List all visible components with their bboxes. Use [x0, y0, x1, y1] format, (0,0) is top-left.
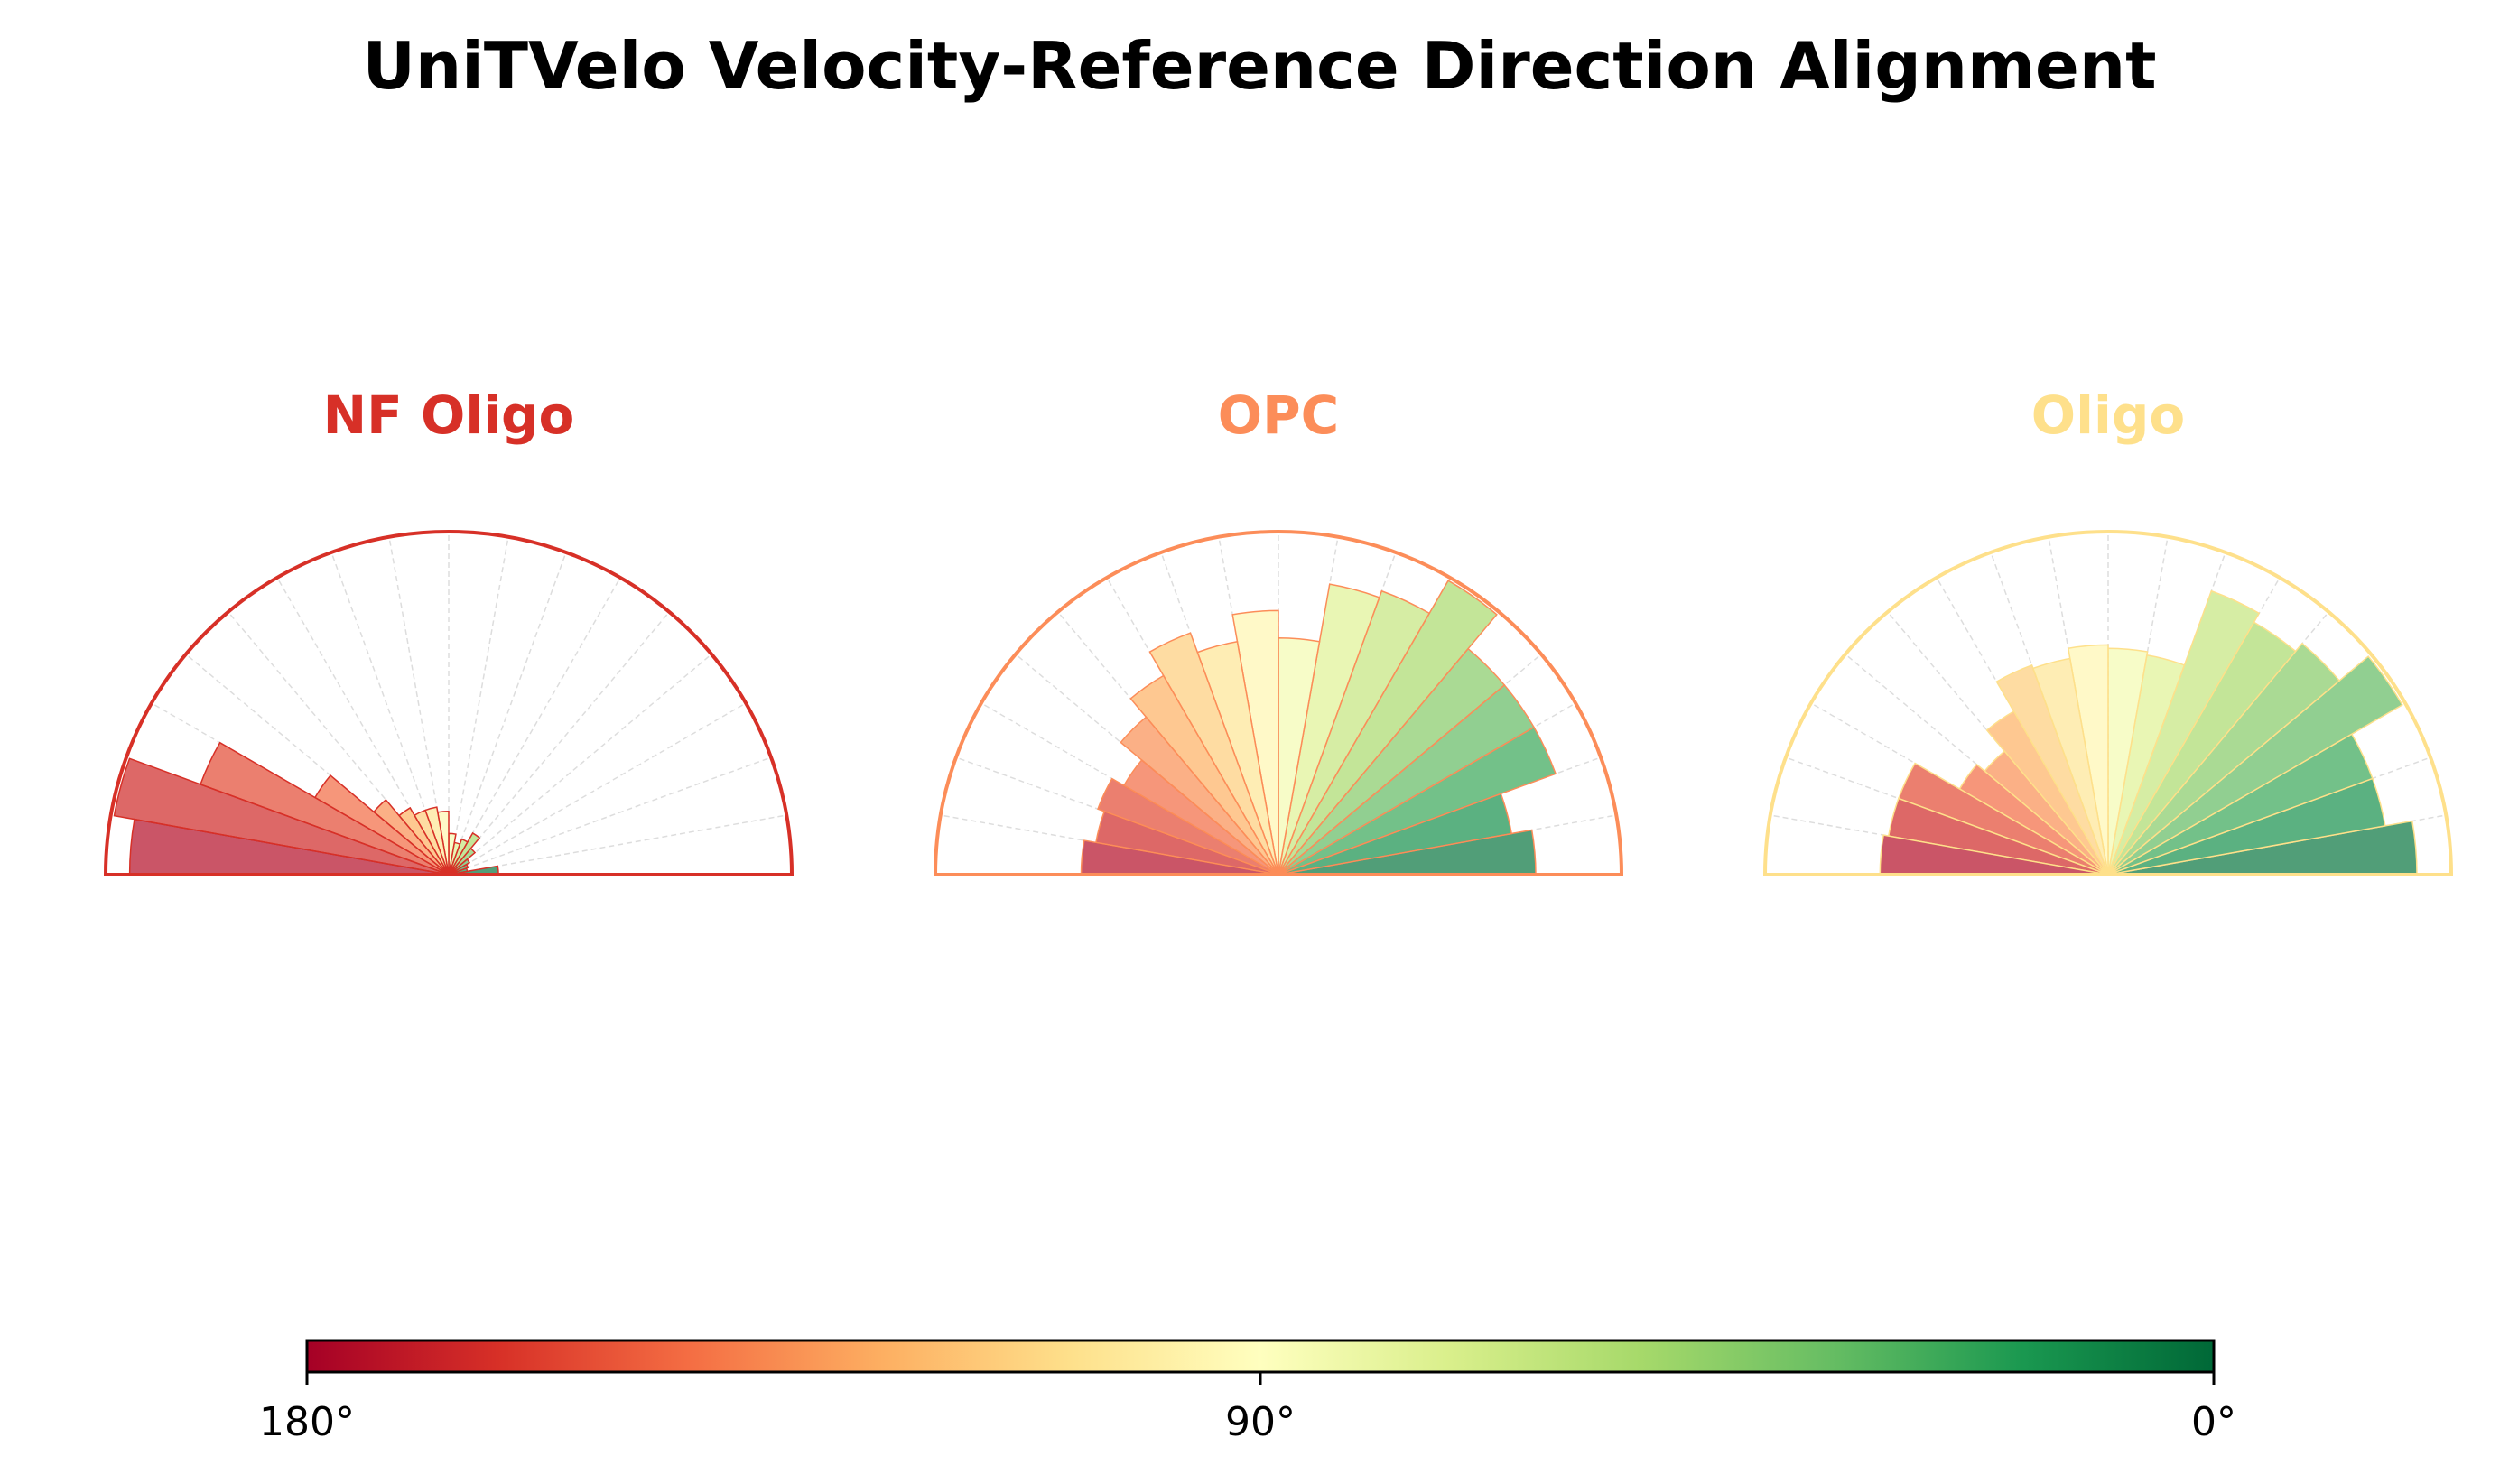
colorbar-tick-label: 0°	[2191, 1399, 2236, 1445]
polar-panel: Oligo	[1762, 385, 2454, 876]
panel-title: Oligo	[2031, 385, 2185, 446]
grid-line	[448, 654, 712, 876]
polar-frame	[933, 530, 1624, 876]
polar-bar	[1120, 716, 1279, 876]
colorbar-tick-label: 180°	[259, 1399, 355, 1445]
colorbar-tick-label: 90°	[1225, 1399, 1296, 1445]
polar-bar	[1985, 710, 2109, 876]
grid-line	[448, 577, 621, 876]
polar-bar	[448, 838, 469, 876]
polar-frame	[103, 530, 795, 876]
polar-bar	[1097, 777, 1279, 876]
polar-bar	[1148, 632, 1279, 876]
polar-panel: OPC	[933, 385, 1624, 876]
polar-frame	[1762, 530, 2454, 876]
grid-line	[448, 611, 670, 876]
panel-title: NF Oligo	[323, 385, 575, 446]
polar-bar	[1278, 580, 1498, 876]
polar-bar	[1278, 589, 1431, 876]
polar-bar	[113, 757, 450, 876]
colorbar-gradient	[305, 1339, 2216, 1374]
polar-bar	[1129, 674, 1279, 876]
polar-panel: NF Oligo	[103, 385, 795, 876]
grid-line	[448, 536, 509, 876]
polar-bar	[1278, 583, 1380, 876]
polar-bar	[2107, 589, 2261, 876]
colorbar: 180° 90° 0°	[259, 1339, 2236, 1445]
grid-line	[448, 814, 787, 876]
polar-bar	[1995, 663, 2109, 876]
polar-bar	[2107, 642, 2341, 876]
grid-line	[448, 756, 772, 876]
grid-line	[448, 552, 567, 876]
chart-title: UniTVelo Velocity-Reference Direction Al…	[362, 28, 2156, 104]
polar-bar	[2107, 655, 2403, 876]
panel-title: OPC	[1218, 385, 1339, 446]
grid-line	[448, 702, 747, 876]
polar-bar	[448, 831, 481, 876]
